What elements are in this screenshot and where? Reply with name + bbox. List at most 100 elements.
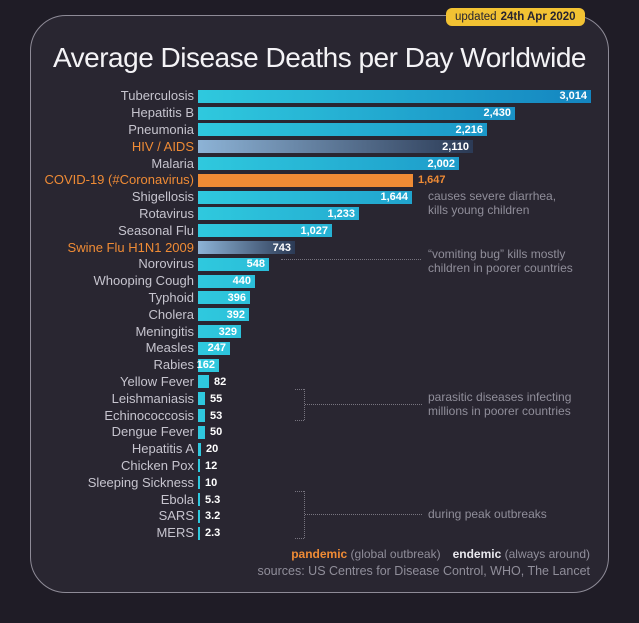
row-label: SARS (158, 508, 194, 524)
chart-row: Echinococcosis 53 (31, 407, 608, 424)
bar: 392 (198, 308, 249, 322)
sources-line: sources: US Centres for Disease Control,… (257, 564, 590, 578)
row-label: Hepatitis A (131, 441, 194, 457)
parasitic-bracket-vertical (304, 389, 305, 420)
chart-rows: Tuberculosis 3,014 Hepatitis B 2,430 Pneumon… (31, 88, 608, 542)
chart-row: Tuberculosis 3,014 (31, 88, 608, 105)
bar-value: 5.3 (205, 493, 221, 506)
bar-value: 3.2 (205, 510, 221, 523)
annotation-line: millions in poorer countries (428, 403, 571, 418)
chart-row: Rabies 162 (31, 357, 608, 374)
annotation-line: causes severe diarrhea, (428, 189, 557, 203)
row-label: Typhoid (148, 289, 194, 305)
row-label: Whooping Cough (93, 273, 194, 289)
bar: 2,430 (198, 106, 515, 120)
row-label: Tuberculosis (120, 88, 194, 104)
bar: 396 (198, 291, 250, 305)
bar-track: 3,014 (198, 89, 608, 103)
bar-track: 10 (198, 476, 608, 490)
bar-value: 12 (205, 459, 218, 472)
annotation-parasitic: parasitic diseases infecting millions in… (428, 390, 572, 418)
annotation-outbreaks: during peak outbreaks (428, 507, 547, 522)
row-label: Chicken Pox (121, 457, 194, 473)
row-label: Seasonal Flu (118, 222, 194, 238)
annotation-line: parasitic diseases infecting (428, 390, 572, 404)
bar-value: 3,014 (559, 90, 587, 103)
legend-endemic-desc: (always around) (501, 547, 590, 561)
row-label: Dengue Fever (111, 424, 194, 440)
chart-row: Rotavirus 1,233 (31, 206, 608, 223)
page-title: Average Disease Deaths per Day Worldwide (52, 42, 587, 73)
bar-value: 1,647 (418, 174, 446, 187)
bar-track: 1,027 (198, 224, 608, 238)
legend-endemic-label: endemic (452, 547, 502, 561)
bar-value: 743 (272, 241, 291, 254)
bar (198, 442, 201, 456)
bar: 247 (198, 341, 230, 355)
bar-value: 2,430 (483, 107, 511, 120)
chart-row: Hepatitis A 20 (31, 441, 608, 458)
bar (198, 493, 200, 507)
bar (198, 459, 200, 473)
bar: 548 (198, 257, 269, 271)
bar-track: 2,002 (198, 157, 608, 171)
bar-value: 548 (246, 258, 265, 271)
bar-track: 53 (198, 409, 608, 423)
bar-value: 55 (210, 392, 223, 405)
bar-value: 82 (214, 375, 227, 388)
bar-track: 1,233 (198, 207, 608, 221)
chart-row: Malaria 2,002 (31, 155, 608, 172)
badge-updated-word: updated (455, 11, 497, 23)
chart-row: Yellow Fever 82 (31, 374, 608, 391)
bar-track: 1,644 (198, 190, 608, 204)
bar-track: 162 (196, 358, 608, 372)
bar (198, 526, 200, 540)
bar-value: 20 (206, 443, 219, 456)
bar-value: 2,110 (442, 140, 469, 153)
bar-track: 396 (198, 291, 608, 305)
bar-track: 548 (198, 257, 608, 271)
bar-value: 392 (226, 308, 245, 321)
bar (198, 509, 200, 523)
bar-value: 162 (196, 359, 215, 372)
bar-value: 2.3 (205, 527, 221, 540)
bar-track: 55 (198, 392, 608, 406)
updated-badge: updated 24th Apr 2020 (446, 8, 585, 26)
bar (198, 392, 205, 406)
chart-row: COVID-19 (#Coronavirus) 1,647 (31, 172, 608, 189)
row-label: Echinococcosis (104, 407, 194, 423)
annotation-shigellosis: causes severe diarrhea, kills young chil… (428, 189, 557, 217)
chart-row: HIV / AIDS 2,110 (31, 138, 608, 155)
legend-pandemic-desc: (global outbreak) (347, 547, 441, 561)
chart-row: Whooping Cough 440 (31, 273, 608, 290)
annotation-line: children in poorer countries (428, 260, 573, 275)
chart-row: Typhoid 396 (31, 290, 608, 307)
annotation-line: “vomiting bug” kills mostly (428, 247, 566, 261)
row-label: Sleeping Sickness (87, 474, 194, 490)
bar: 162 (196, 358, 219, 372)
chart-row: Norovirus 548 (31, 256, 608, 273)
bar-track: 5.3 (198, 493, 608, 507)
row-label: Rabies (153, 357, 194, 373)
bar-value: 1,233 (327, 207, 355, 220)
row-label: Measles (145, 340, 194, 356)
bar-value: 247 (207, 342, 226, 355)
bar: 2,216 (198, 123, 487, 137)
parasitic-bracket-top-tick (295, 389, 304, 390)
bar-track: 743 (198, 241, 608, 255)
bar-track: 20 (198, 442, 608, 456)
row-label: Norovirus (138, 256, 194, 272)
bar: 2,110 (198, 140, 473, 154)
outbreaks-bracket-bottom-tick (295, 538, 304, 539)
chart-row: Measles 247 (31, 340, 608, 357)
outbreaks-bracket-top-tick (295, 491, 304, 492)
bar-value: 2,216 (455, 123, 483, 136)
bar-track: 247 (198, 341, 608, 355)
bar-track: 3.2 (198, 509, 608, 523)
bar-track: 392 (198, 308, 608, 322)
row-label: COVID-19 (#Coronavirus) (44, 172, 194, 188)
bar-track: 2,110 (198, 140, 608, 154)
bar-value: 2,002 (427, 157, 455, 170)
row-label: Ebola (160, 491, 194, 507)
